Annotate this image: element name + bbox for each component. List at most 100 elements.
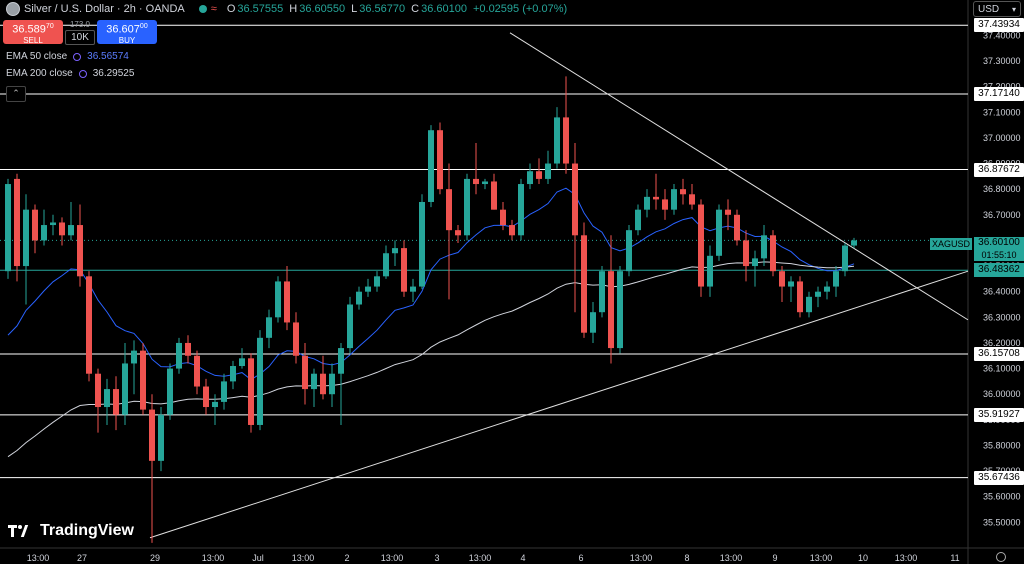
candle-body bbox=[509, 225, 515, 236]
candle-body bbox=[284, 281, 290, 323]
candle bbox=[698, 199, 704, 297]
candle-body bbox=[329, 373, 335, 395]
settings-icon[interactable] bbox=[996, 552, 1006, 562]
candle-body bbox=[401, 248, 407, 292]
candle bbox=[365, 278, 371, 297]
candle-body bbox=[725, 209, 731, 215]
candle bbox=[734, 209, 740, 246]
candle-body bbox=[338, 348, 344, 374]
sell-price-sup: 70 bbox=[45, 23, 54, 30]
candle-body bbox=[653, 196, 659, 200]
candle bbox=[320, 355, 326, 400]
candle bbox=[644, 189, 650, 218]
candle bbox=[50, 214, 56, 236]
candle bbox=[257, 330, 263, 431]
candle-body bbox=[212, 401, 218, 408]
x-tick-label: 13:00 bbox=[381, 553, 404, 563]
candle-body bbox=[77, 225, 83, 277]
candle-body bbox=[455, 230, 461, 236]
candle-body bbox=[752, 258, 758, 267]
brand-name: TradingView bbox=[40, 522, 134, 539]
candle bbox=[761, 225, 767, 267]
bar-countdown: 01:55:10 bbox=[981, 250, 1017, 260]
candle-body bbox=[770, 235, 776, 272]
candle-body bbox=[689, 194, 695, 205]
candle-body bbox=[788, 281, 794, 287]
spread-value: 173.0 bbox=[69, 20, 91, 29]
candle-body bbox=[5, 184, 11, 272]
candle bbox=[662, 189, 668, 220]
candle-body bbox=[662, 199, 668, 210]
indicator-ema50[interactable]: EMA 50 close 36.56574 bbox=[6, 51, 129, 62]
silver-symbol-icon bbox=[6, 2, 20, 16]
ascending-trendline bbox=[149, 270, 969, 539]
sell-button[interactable]: 36.58970 SELL bbox=[3, 20, 63, 45]
x-tick-label: 6 bbox=[578, 553, 583, 563]
candle-body bbox=[14, 178, 20, 267]
candle bbox=[536, 158, 542, 185]
candle bbox=[158, 407, 164, 472]
collapse-legend-button[interactable]: ⌃ bbox=[6, 86, 26, 102]
candle-body bbox=[347, 304, 353, 349]
level-tag: 36.15708 bbox=[974, 346, 1024, 361]
candle bbox=[14, 173, 20, 282]
x-tick-label: 8 bbox=[684, 553, 689, 563]
y-tick-label: 35.80000 bbox=[983, 440, 1021, 450]
candle-body bbox=[86, 276, 92, 374]
level-tag: 35.67436 bbox=[974, 470, 1024, 485]
candle-body bbox=[176, 342, 182, 369]
x-tick-label: 9 bbox=[772, 553, 777, 563]
candle bbox=[221, 373, 227, 410]
candle bbox=[545, 150, 551, 185]
candle bbox=[689, 184, 695, 210]
candle bbox=[707, 245, 713, 297]
symbol-title[interactable]: Silver / U.S. Dollar · 2h · OANDA bbox=[24, 3, 185, 15]
trendlines bbox=[149, 32, 969, 539]
candle-body bbox=[293, 322, 299, 356]
candle-body bbox=[50, 222, 56, 226]
indicator-ema200[interactable]: EMA 200 close 36.29525 bbox=[6, 68, 134, 79]
candle bbox=[230, 360, 236, 390]
candle-body bbox=[95, 373, 101, 408]
candle bbox=[608, 235, 614, 364]
candle bbox=[518, 178, 524, 241]
quantity-input[interactable]: 10K bbox=[65, 30, 95, 45]
candle-body bbox=[563, 117, 569, 164]
candle bbox=[32, 204, 38, 254]
candle bbox=[104, 378, 110, 425]
chevron-down-icon: ▾ bbox=[1011, 5, 1016, 14]
candle bbox=[59, 217, 65, 246]
candle bbox=[23, 194, 29, 305]
candle-body bbox=[140, 350, 146, 410]
candle-body bbox=[581, 235, 587, 333]
x-tick-label: 11 bbox=[950, 553, 959, 563]
buy-price-sup: 00 bbox=[139, 23, 148, 30]
candle-body bbox=[428, 130, 434, 202]
candle-body bbox=[104, 389, 110, 408]
tradingview-logo[interactable]: TradingView bbox=[8, 522, 134, 540]
candle bbox=[176, 337, 182, 374]
candle bbox=[239, 348, 245, 369]
candle bbox=[851, 237, 857, 249]
candle-body bbox=[365, 286, 371, 292]
candle bbox=[464, 173, 470, 241]
candle bbox=[86, 271, 92, 382]
candle-body bbox=[608, 271, 614, 349]
candle bbox=[302, 342, 308, 405]
ohlc-low: 36.56770 bbox=[359, 3, 406, 15]
current-price: 36.60100 bbox=[978, 237, 1020, 248]
candle bbox=[374, 271, 380, 292]
candle-body bbox=[545, 163, 551, 179]
y-tick-label: 36.20000 bbox=[983, 338, 1021, 348]
sell-label: SELL bbox=[23, 35, 43, 45]
candle-body bbox=[806, 296, 812, 313]
candle bbox=[419, 194, 425, 290]
candle bbox=[194, 350, 200, 395]
buy-button[interactable]: 36.60700 BUY bbox=[97, 20, 157, 45]
candle-body bbox=[635, 209, 641, 231]
currency-select[interactable]: USD ▾ bbox=[973, 1, 1021, 17]
candle-body bbox=[248, 358, 254, 425]
candle-body bbox=[671, 189, 677, 210]
y-tick-label: 36.70000 bbox=[983, 210, 1021, 220]
